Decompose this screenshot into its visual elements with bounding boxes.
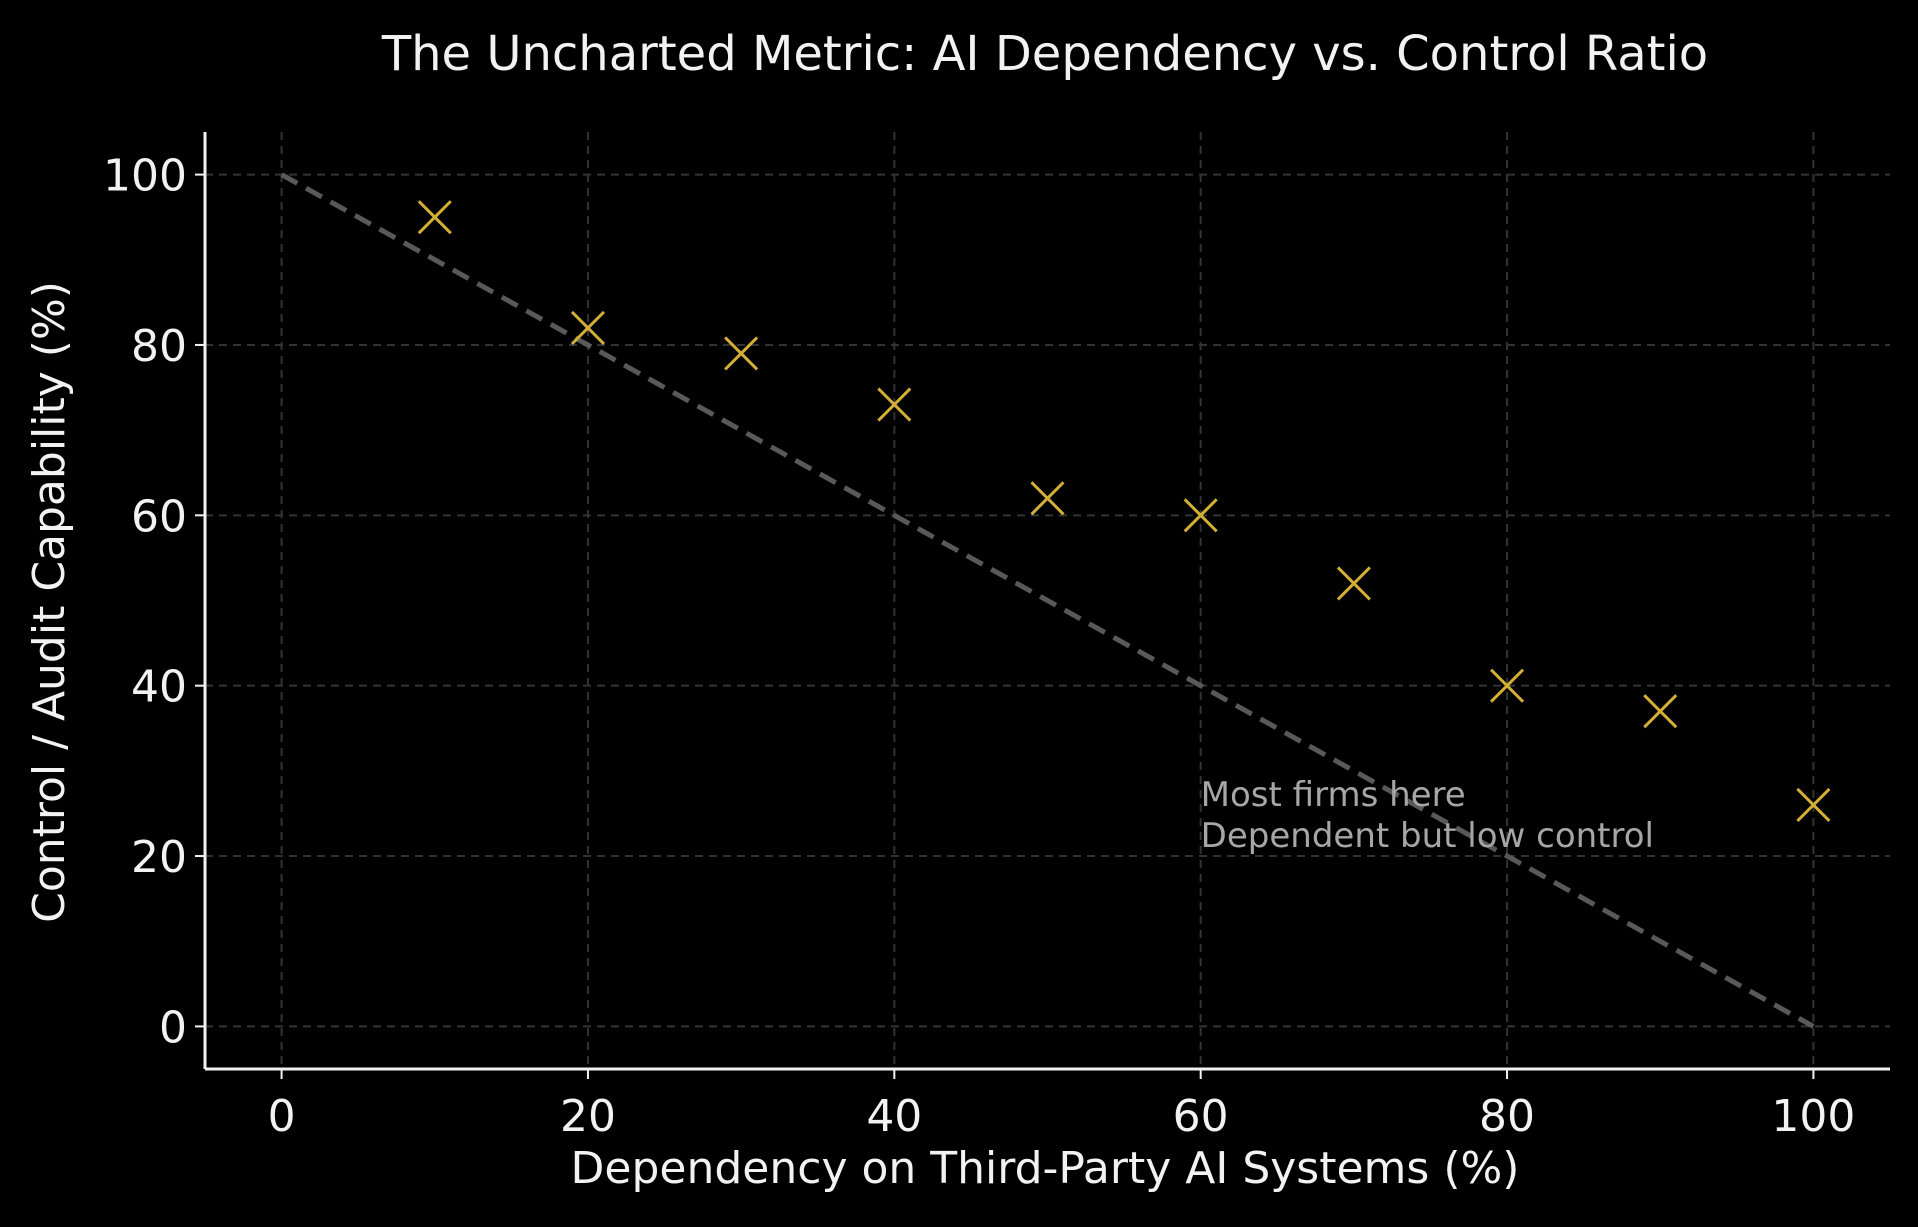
chart-title: The Uncharted Metric: AI Dependency vs. … [381,26,1708,82]
data-point-stroke [1030,481,1065,516]
x-tick-label: 0 [268,1091,296,1142]
y-tick-label: 80 [131,321,187,372]
data-point [877,387,912,422]
x-tick-label: 80 [1479,1091,1535,1142]
y-tick-label: 0 [159,1002,187,1053]
y-tick-label: 40 [131,662,187,713]
data-point [1030,481,1065,516]
data-point-stroke [570,310,606,345]
y-tick-label: 60 [131,491,187,542]
x-tick-label: 20 [560,1091,616,1142]
data-point [1183,498,1218,533]
data-point-stroke [1796,787,1831,822]
x-axis-label: Dependency on Third-Party AI Systems (%) [571,1143,1520,1194]
data-point [1643,694,1678,729]
y-axis-label: Control / Audit Capability (%) [24,281,75,923]
data-point [417,200,452,235]
axis-ticks: 0 20 40 60 80 100 0 20 40 60 80 100 [103,151,1855,1142]
data-point-stroke [1183,498,1218,533]
x-tick-label: 60 [1173,1091,1229,1142]
data-point [1336,566,1371,601]
data-points [417,200,1831,822]
data-point-stroke [1643,694,1678,729]
data-point [1796,787,1831,822]
x-tick-label: 40 [866,1091,922,1142]
annotation-line-2: Dependent but low control [1201,816,1654,856]
data-point-stroke [417,200,452,235]
data-point-stroke [724,336,759,371]
y-tick-label: 100 [103,151,187,202]
data-point-stroke [1336,566,1371,601]
data-point-stroke [1489,668,1525,703]
data-point [1489,668,1525,703]
annotation-line-1: Most firms here [1201,775,1466,815]
grid-lines [205,132,1890,1069]
data-point [724,336,759,371]
y-tick-label: 20 [131,832,187,883]
data-point [570,310,606,345]
x-tick-label: 100 [1771,1091,1855,1142]
data-point-stroke [877,387,912,422]
reference-line [280,172,1815,1029]
